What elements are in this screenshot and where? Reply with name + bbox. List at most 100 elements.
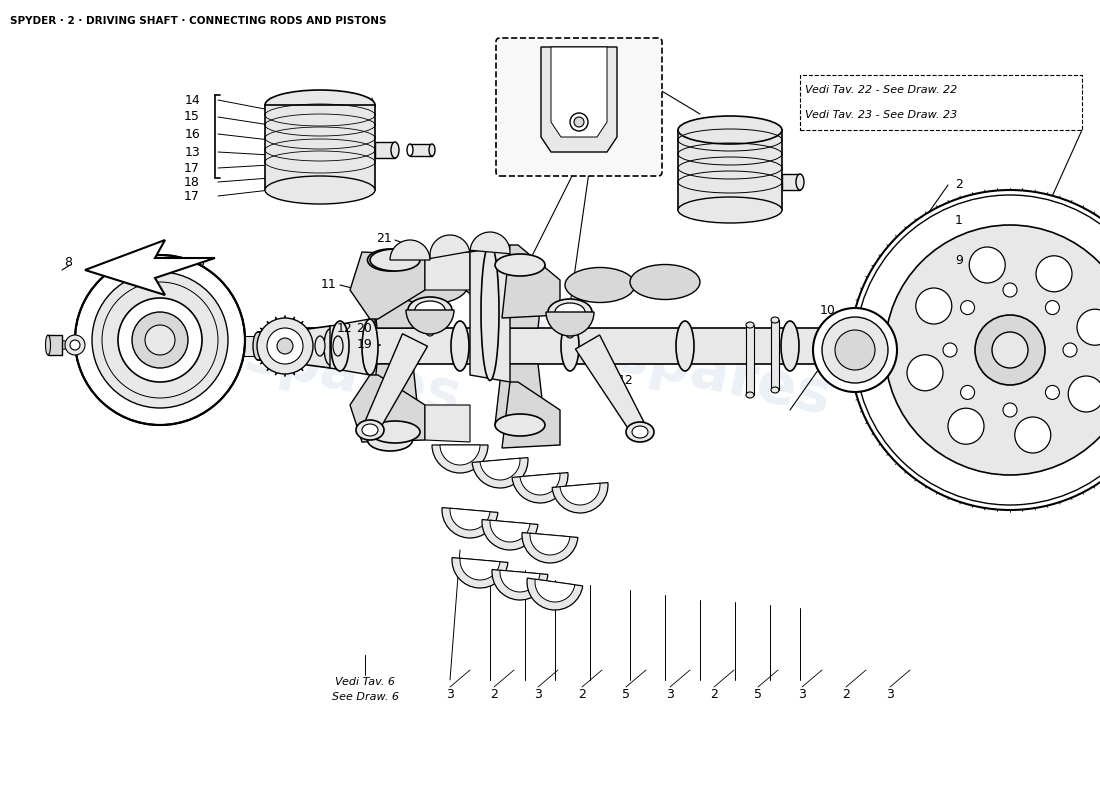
Wedge shape (432, 445, 488, 473)
Text: 17: 17 (184, 190, 200, 202)
Circle shape (943, 343, 957, 357)
Text: 5: 5 (754, 689, 762, 702)
Polygon shape (470, 245, 510, 382)
Text: 3: 3 (535, 689, 542, 702)
Text: 3: 3 (667, 689, 674, 702)
Ellipse shape (630, 265, 700, 299)
Text: 4: 4 (551, 306, 559, 318)
Circle shape (969, 247, 1005, 283)
Wedge shape (560, 483, 600, 505)
Ellipse shape (315, 336, 324, 356)
Wedge shape (442, 507, 498, 538)
Ellipse shape (771, 387, 779, 393)
Circle shape (132, 312, 188, 368)
Text: 11: 11 (320, 278, 336, 291)
Ellipse shape (426, 328, 434, 336)
Wedge shape (546, 312, 594, 336)
Circle shape (1003, 283, 1018, 297)
Circle shape (118, 298, 202, 382)
Ellipse shape (495, 254, 544, 276)
Circle shape (145, 325, 175, 355)
Text: 2: 2 (711, 689, 718, 702)
Ellipse shape (253, 332, 263, 360)
Ellipse shape (548, 299, 592, 325)
Ellipse shape (362, 319, 378, 375)
Polygon shape (425, 405, 470, 442)
Polygon shape (495, 265, 544, 328)
Polygon shape (746, 325, 754, 395)
Ellipse shape (408, 297, 452, 323)
Wedge shape (500, 570, 540, 592)
Text: 3: 3 (447, 689, 454, 702)
Wedge shape (450, 508, 490, 530)
Text: 21: 21 (376, 231, 392, 245)
Text: 15: 15 (184, 110, 200, 123)
Polygon shape (370, 260, 420, 328)
Polygon shape (410, 144, 432, 156)
Circle shape (1036, 256, 1072, 292)
Polygon shape (551, 47, 607, 137)
Ellipse shape (632, 426, 648, 438)
Text: SPYDER · 2 · DRIVING SHAFT · CONNECTING RODS AND PISTONS: SPYDER · 2 · DRIVING SHAFT · CONNECTING … (10, 16, 386, 26)
Ellipse shape (265, 90, 375, 120)
Polygon shape (363, 334, 428, 434)
Wedge shape (472, 458, 528, 488)
Wedge shape (406, 310, 454, 334)
Wedge shape (390, 240, 430, 260)
Circle shape (65, 335, 85, 355)
Text: 1: 1 (955, 214, 962, 226)
Polygon shape (541, 47, 617, 152)
Wedge shape (492, 570, 548, 600)
Polygon shape (350, 375, 425, 442)
Ellipse shape (566, 330, 574, 338)
Polygon shape (258, 328, 290, 364)
Ellipse shape (451, 321, 469, 371)
Ellipse shape (626, 422, 654, 442)
Circle shape (267, 328, 303, 364)
Ellipse shape (362, 424, 378, 436)
Ellipse shape (390, 142, 399, 158)
Ellipse shape (481, 243, 499, 381)
Circle shape (992, 332, 1028, 368)
Wedge shape (440, 445, 480, 465)
Text: Vedi Tav. 22 - See Draw. 22: Vedi Tav. 22 - See Draw. 22 (805, 85, 957, 95)
Circle shape (277, 338, 293, 354)
Text: 20: 20 (356, 322, 372, 334)
Ellipse shape (370, 421, 420, 443)
Circle shape (813, 308, 896, 392)
Circle shape (1015, 417, 1050, 453)
Wedge shape (470, 232, 510, 254)
Wedge shape (527, 578, 583, 610)
Ellipse shape (676, 321, 694, 371)
Text: 2: 2 (579, 689, 586, 702)
Text: 18: 18 (184, 175, 200, 189)
Ellipse shape (678, 116, 782, 144)
Circle shape (850, 190, 1100, 510)
Polygon shape (495, 364, 544, 425)
Ellipse shape (367, 429, 412, 451)
Text: See Draw. 6: See Draw. 6 (331, 692, 398, 702)
Ellipse shape (495, 414, 544, 436)
Text: 5: 5 (621, 689, 630, 702)
Ellipse shape (570, 113, 589, 131)
Polygon shape (575, 335, 647, 436)
Polygon shape (290, 328, 860, 364)
Text: 8: 8 (64, 255, 72, 269)
Ellipse shape (370, 249, 420, 271)
Ellipse shape (415, 301, 446, 319)
Polygon shape (425, 252, 470, 290)
Circle shape (75, 255, 245, 425)
Text: 14: 14 (185, 94, 200, 106)
Circle shape (886, 225, 1100, 475)
Ellipse shape (429, 144, 434, 156)
Text: 19: 19 (356, 338, 372, 351)
Circle shape (1063, 343, 1077, 357)
Ellipse shape (331, 321, 349, 371)
Polygon shape (48, 335, 62, 355)
Text: 17: 17 (184, 162, 200, 174)
Text: 12: 12 (618, 374, 634, 386)
Ellipse shape (367, 249, 412, 271)
Wedge shape (452, 558, 508, 588)
Polygon shape (370, 364, 420, 432)
Ellipse shape (45, 335, 51, 355)
